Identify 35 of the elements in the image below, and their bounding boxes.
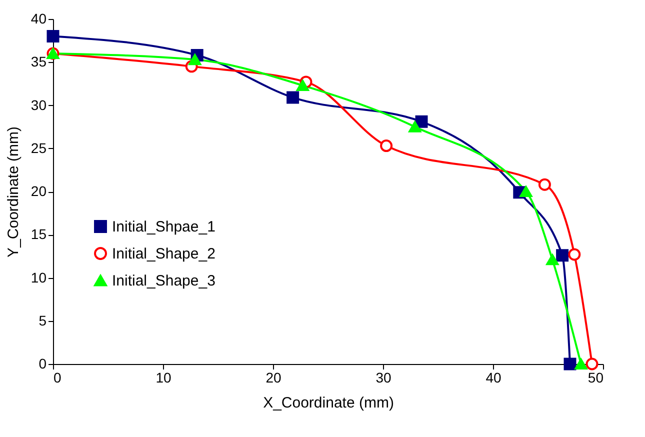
legend-label: Initial_Shape_2 xyxy=(112,246,216,262)
point xyxy=(538,178,551,191)
point xyxy=(408,121,422,132)
point xyxy=(188,54,202,66)
point xyxy=(564,358,576,370)
x-tick-label: 10 xyxy=(156,370,172,386)
point xyxy=(556,249,569,262)
y-tick-label: 20 xyxy=(30,183,47,199)
point xyxy=(415,115,428,128)
point xyxy=(574,358,588,370)
point xyxy=(296,80,309,91)
legend-label: Initial_Shpae_1 xyxy=(112,218,216,236)
y-tick-label: 25 xyxy=(30,140,47,156)
x-axis-title: X_Coordinate (mm) xyxy=(263,394,394,412)
y-tick-label: 30 xyxy=(30,96,47,113)
point xyxy=(286,91,300,104)
x-tick-label: 50 xyxy=(588,370,604,386)
point xyxy=(520,186,532,198)
y-tick-label: 0 xyxy=(38,356,47,372)
y-tick-label: 35 xyxy=(30,54,47,70)
x-tick-label: 30 xyxy=(376,370,392,386)
point xyxy=(586,358,598,370)
legend-label: Initial_Shape_3 xyxy=(112,272,216,290)
y-tick-label: 5 xyxy=(38,312,47,328)
point xyxy=(546,254,559,266)
x-tick-label: 20 xyxy=(266,370,282,386)
point xyxy=(568,248,581,261)
y-tick-label: 15 xyxy=(30,226,47,242)
x-tick-label: 0 xyxy=(54,370,62,386)
point xyxy=(46,30,60,42)
y-axis-title: Y_Coordinate (mm) xyxy=(4,126,22,258)
x-tick-label: 40 xyxy=(486,370,502,386)
point xyxy=(380,140,393,152)
y-tick-label: 40 xyxy=(30,10,47,26)
y-tick-label: 10 xyxy=(30,269,47,286)
